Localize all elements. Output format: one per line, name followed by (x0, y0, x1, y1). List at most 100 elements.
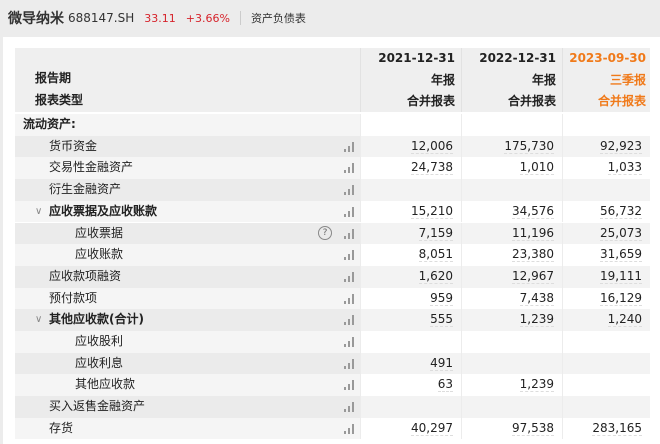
value-cell: 97,538 (461, 417, 562, 440)
value[interactable]: 19,111 (600, 268, 642, 284)
value-cell: 56,732 (562, 200, 650, 223)
value-cell (360, 331, 461, 353)
value[interactable]: 175,730 (504, 138, 554, 154)
chart-bars-icon[interactable] (344, 380, 354, 391)
value[interactable]: 23,380 (512, 247, 554, 263)
table-row[interactable]: ∨ 应收票据及应收账款 15,210 34,576 56,732 (15, 200, 650, 223)
value[interactable]: 16,129 (600, 290, 642, 306)
value[interactable]: 959 (430, 290, 453, 306)
column-date: 2023-09-30 (569, 51, 646, 65)
value[interactable]: 1,010 (519, 160, 554, 176)
value-cell: 7,159 (360, 222, 461, 245)
value-cell: 31,659 (562, 244, 650, 266)
value[interactable]: 31,659 (600, 247, 642, 263)
value[interactable]: 1,239 (519, 312, 554, 328)
chart-bars-icon[interactable] (344, 250, 354, 261)
value[interactable]: 491 (430, 355, 453, 371)
table-row[interactable]: 交易性金融资产 24,738 1,010 1,033 (15, 157, 650, 180)
chart-bars-icon[interactable] (344, 228, 354, 239)
value[interactable]: 25,073 (600, 225, 642, 241)
chart-bars-icon[interactable] (344, 293, 354, 304)
value[interactable]: 283,165 (592, 420, 642, 436)
table-row[interactable]: 应收款项融资 1,620 12,967 19,111 (15, 265, 650, 288)
chart-bars-icon[interactable] (344, 423, 354, 434)
chart-bars-icon[interactable] (344, 163, 354, 174)
table-row[interactable]: 应收利息 491 (15, 352, 650, 375)
value[interactable]: 97,538 (512, 420, 554, 436)
value[interactable]: 11,196 (512, 225, 554, 241)
column-period: 年报 (531, 72, 556, 87)
column-date: 2022-12-31 (479, 51, 556, 65)
value[interactable]: 1,239 (519, 377, 554, 393)
table-row[interactable]: 货币资金 12,006 175,730 92,923 (15, 135, 650, 158)
chart-bars-icon[interactable] (344, 337, 354, 347)
value-cell: 40,297 (360, 417, 461, 440)
value[interactable]: 56,732 (600, 203, 642, 219)
value[interactable]: 40,297 (411, 420, 453, 436)
table-header: 报告期 报表类型 2021-12-31 年报 合并报表 2022-12-31 年报 合并报… (15, 48, 650, 112)
row-label: 买入返售金融资产 (49, 399, 146, 414)
chart-bars-icon[interactable] (344, 206, 354, 217)
row-label-cell: ∨ 应收票据及应收账款 (15, 200, 360, 223)
table-row[interactable]: 应收票据? 7,159 11,196 25,073 (15, 222, 650, 245)
row-label: 应收账款 (75, 247, 124, 262)
value[interactable]: 12,006 (411, 138, 453, 154)
chevron-down-icon[interactable]: ∨ (35, 205, 43, 217)
row-label: 其他应收款 (75, 377, 136, 392)
value[interactable]: 24,738 (411, 160, 453, 176)
value[interactable]: 92,923 (600, 138, 642, 154)
value[interactable]: 8,051 (418, 247, 453, 263)
row-label-cell: 其他应收款 (15, 374, 360, 397)
value-cell (562, 331, 650, 353)
table-row[interactable]: 流动资产: (15, 114, 650, 136)
table-row[interactable]: 应收股利 (15, 331, 650, 353)
value-cell (562, 396, 650, 418)
value[interactable]: 34,576 (512, 203, 554, 219)
value-cell: 555 (360, 309, 461, 331)
chart-bars-icon[interactable] (344, 402, 354, 413)
report-type-label: 报表类型 (35, 93, 84, 107)
value[interactable]: 7,438 (519, 290, 554, 306)
value-cell: 1,239 (461, 374, 562, 397)
table-row[interactable]: 其他应收款 63 1,239 (15, 374, 650, 397)
balance-sheet-table: 报告期 报表类型 2021-12-31 年报 合并报表 2022-12-31 年报 合并报… (3, 37, 660, 444)
row-label-cell: ∨ 其他应收款(合计) (15, 309, 360, 331)
table-row[interactable]: 买入返售金融资产 (15, 396, 650, 418)
chart-bars-icon[interactable] (344, 315, 354, 326)
tab-balance-sheet[interactable]: 资产负债表 (250, 12, 306, 25)
value[interactable]: 1,033 (607, 160, 642, 176)
value[interactable]: 1,620 (418, 268, 453, 284)
row-label-cell: 应收利息 (15, 352, 360, 375)
row-label-cell: 交易性金融资产 (15, 157, 360, 180)
value[interactable]: 63 (437, 377, 453, 393)
value-cell (461, 179, 562, 201)
chart-bars-icon[interactable] (344, 271, 354, 282)
row-label-cell: 应收款项融资 (15, 265, 360, 288)
value[interactable]: 555 (430, 312, 453, 328)
chart-bars-icon[interactable] (344, 141, 354, 152)
row-label-cell: 应收股利 (15, 331, 360, 353)
table-row[interactable]: 衍生金融资产 (15, 179, 650, 201)
value-cell: 1,620 (360, 265, 461, 288)
value[interactable]: 15,210 (411, 203, 453, 219)
row-label-cell: 应收票据? (15, 222, 360, 245)
value-cell: 23,380 (461, 244, 562, 266)
chevron-down-icon[interactable]: ∨ (35, 314, 43, 326)
value-cell (360, 179, 461, 201)
table-row[interactable]: 存货 40,297 97,538 283,165 (15, 417, 650, 440)
value[interactable]: 7,159 (418, 225, 453, 241)
value[interactable]: 12,967 (512, 268, 554, 284)
stock-header: 微导纳米 688147.SH 33.11 +3.66% 资产负债表 (0, 0, 660, 36)
table-row[interactable]: 预付款项 959 7,438 16,129 (15, 287, 650, 310)
table-row[interactable]: 应收账款 8,051 23,380 31,659 (15, 244, 650, 266)
row-label-cell: 货币资金 (15, 135, 360, 158)
table-row[interactable]: ∨ 其他应收款(合计) 555 1,239 1,240 (15, 309, 650, 331)
row-label-cell: 预付款项 (15, 287, 360, 310)
help-icon[interactable]: ? (318, 225, 332, 240)
value-cell: 12,967 (461, 265, 562, 288)
value[interactable]: 1,240 (607, 312, 642, 328)
chart-bars-icon[interactable] (344, 185, 354, 196)
value-cell: 15,210 (360, 200, 461, 223)
value-cell: 16,129 (562, 287, 650, 310)
chart-bars-icon[interactable] (344, 358, 354, 369)
